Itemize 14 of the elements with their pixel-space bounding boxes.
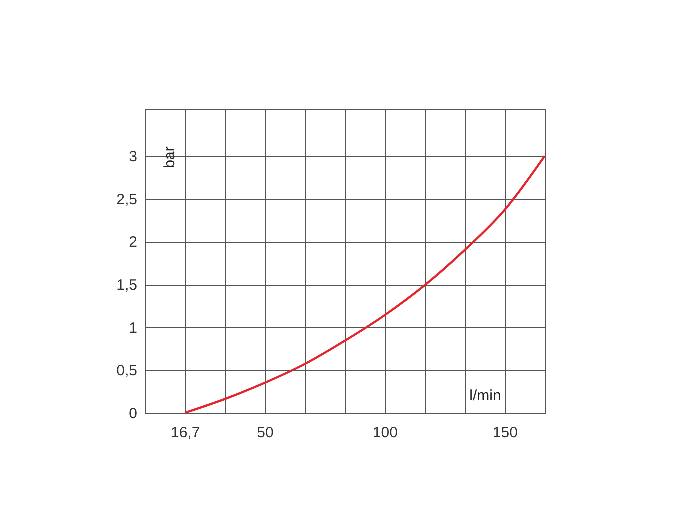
y-tick-label: 1: [129, 320, 138, 337]
x-tick-label: 100: [372, 424, 398, 442]
x-tick-label: 150: [492, 424, 518, 442]
y-tick-label: 0: [129, 406, 138, 422]
x-axis-title: l/min: [470, 388, 502, 404]
x-tick-label: 16,7: [170, 424, 200, 442]
y-tick-label: 1,5: [116, 277, 138, 294]
y-axis-title: bar: [162, 146, 178, 168]
y-tick-label: 2,5: [116, 191, 138, 208]
y-tick-label: 3: [129, 148, 138, 166]
line-series: [184, 155, 546, 414]
y-tick-label: 2: [129, 234, 138, 252]
y-tick-label: 0,5: [116, 362, 138, 380]
x-tick-label: 50: [257, 424, 274, 442]
